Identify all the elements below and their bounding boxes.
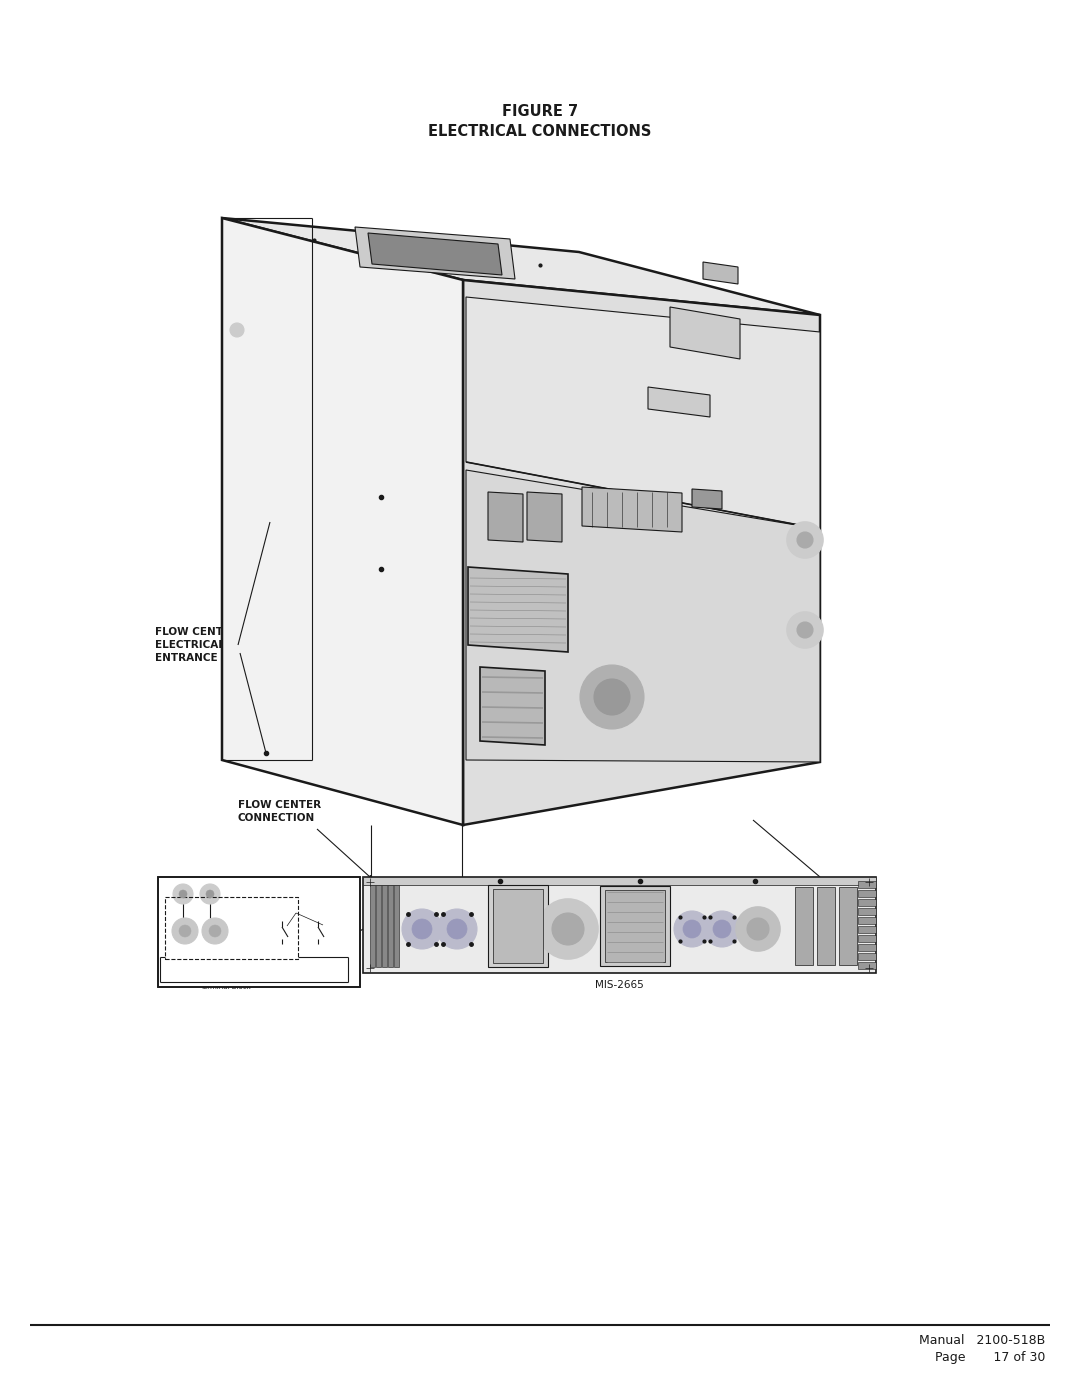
Circle shape: [552, 914, 584, 944]
Circle shape: [179, 925, 191, 937]
Polygon shape: [222, 218, 820, 314]
Polygon shape: [670, 307, 740, 359]
Circle shape: [735, 907, 780, 951]
Bar: [795, 887, 813, 965]
Circle shape: [200, 884, 220, 904]
Bar: [858, 935, 876, 942]
Bar: [816, 887, 835, 965]
Circle shape: [787, 522, 823, 557]
Bar: [858, 953, 876, 960]
Circle shape: [674, 911, 710, 947]
Circle shape: [172, 918, 198, 944]
Circle shape: [202, 918, 228, 944]
Bar: [165, 897, 298, 958]
Bar: [363, 877, 876, 886]
Bar: [858, 963, 876, 970]
Circle shape: [206, 890, 214, 898]
Polygon shape: [465, 298, 820, 529]
Bar: [858, 882, 876, 888]
Text: Circuit Breakers: Circuit Breakers: [298, 909, 353, 915]
Circle shape: [173, 884, 193, 904]
Text: FLOW CENTER
CONNECTION: FLOW CENTER CONNECTION: [238, 800, 321, 823]
Bar: [858, 916, 876, 923]
Bar: [388, 886, 393, 967]
Bar: [858, 890, 876, 897]
Circle shape: [713, 921, 731, 937]
Bar: [376, 886, 381, 967]
Bar: [605, 890, 665, 963]
Circle shape: [179, 890, 187, 898]
Bar: [158, 877, 360, 988]
Circle shape: [683, 921, 701, 937]
Circle shape: [411, 919, 432, 939]
Polygon shape: [648, 387, 710, 416]
Bar: [370, 886, 375, 967]
Bar: [394, 886, 399, 967]
Polygon shape: [527, 492, 562, 542]
Polygon shape: [480, 666, 545, 745]
Text: FIGURE 7: FIGURE 7: [502, 105, 578, 120]
Bar: [858, 926, 876, 933]
Polygon shape: [468, 567, 568, 652]
Bar: [488, 886, 548, 967]
Polygon shape: [368, 233, 502, 275]
Polygon shape: [222, 218, 463, 826]
Text: ELECTRICAL CONNECTIONS: ELECTRICAL CONNECTIONS: [429, 124, 651, 140]
Circle shape: [797, 532, 813, 548]
Circle shape: [230, 323, 244, 337]
Circle shape: [787, 612, 823, 648]
Circle shape: [580, 665, 644, 729]
Bar: [839, 887, 858, 965]
Circle shape: [747, 918, 769, 940]
Text: Manual   2100-518B: Manual 2100-518B: [919, 1334, 1045, 1347]
Bar: [858, 900, 876, 907]
Circle shape: [594, 679, 630, 715]
Bar: [858, 944, 876, 951]
Polygon shape: [463, 279, 820, 826]
Text: Terminal Block: Terminal Block: [200, 983, 251, 990]
Polygon shape: [703, 263, 738, 284]
Circle shape: [538, 900, 598, 958]
Text: MIS-2665: MIS-2665: [595, 981, 644, 990]
Polygon shape: [488, 492, 523, 542]
Text: FLOW CENTER
ELECTRICAL
ENTRANCE: FLOW CENTER ELECTRICAL ENTRANCE: [156, 627, 238, 664]
Polygon shape: [355, 226, 515, 279]
Polygon shape: [692, 489, 723, 509]
Bar: [363, 877, 876, 972]
Circle shape: [437, 909, 477, 949]
Circle shape: [797, 622, 813, 638]
Text: 2: 2: [246, 983, 249, 989]
Polygon shape: [465, 469, 820, 761]
Bar: [492, 888, 543, 963]
Circle shape: [210, 925, 221, 937]
Bar: [158, 877, 360, 988]
Bar: [600, 886, 670, 965]
Circle shape: [402, 909, 442, 949]
Bar: [382, 886, 387, 967]
Bar: [858, 908, 876, 915]
Text: Page       17 of 30: Page 17 of 30: [934, 1351, 1045, 1363]
Circle shape: [704, 911, 740, 947]
Circle shape: [447, 919, 467, 939]
Polygon shape: [582, 488, 681, 532]
